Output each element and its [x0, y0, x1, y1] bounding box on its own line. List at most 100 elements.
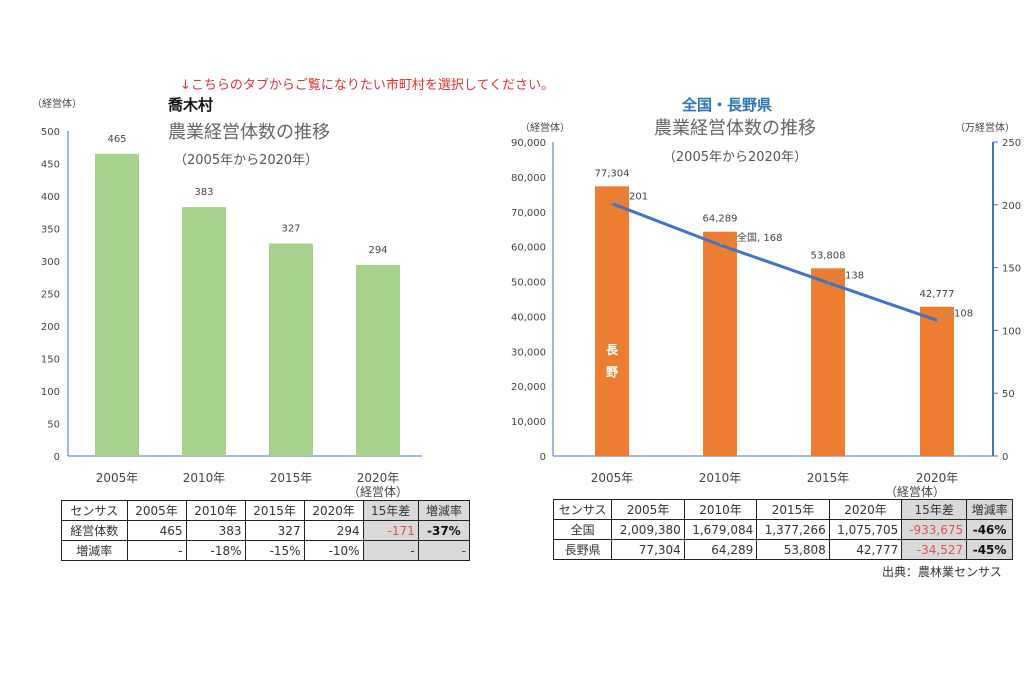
y-tick-label: 30,000: [511, 347, 546, 358]
y-tick-label: 50,000: [511, 278, 546, 289]
y-axis-label: （経営体）: [32, 97, 82, 110]
table-cell: センサス: [552, 499, 613, 520]
table-row: 増減率 - -18% -15% -10% - -: [61, 540, 471, 561]
table-cell: 2005年: [611, 499, 685, 520]
table-cell: 465: [126, 520, 187, 541]
y2-tick-label: 200: [1002, 201, 1021, 212]
table-cell: -18%: [185, 540, 246, 561]
x-tick-label: 2005年: [591, 471, 634, 485]
table-cell: -933,675: [901, 519, 968, 540]
chart-heading: 喬木村: [167, 96, 213, 114]
table-right: センサス 2005年 2010年 2015年 2020年 15年差 増減率 全国 2,009,3…: [552, 499, 1013, 560]
table-cell: 1,075,705: [828, 519, 903, 540]
y-tick-label: 40,000: [511, 312, 546, 323]
table-cell: -: [417, 540, 471, 561]
y2-tick-label: 100: [1002, 326, 1021, 337]
table-cell: -: [126, 540, 187, 561]
leader-line: [936, 311, 952, 321]
y-tick-label: 70,000: [511, 208, 546, 219]
data-label: 383: [194, 187, 213, 198]
y-tick-label: 80,000: [511, 173, 546, 184]
table-cell: -: [362, 540, 419, 561]
data-label: 294: [368, 245, 387, 256]
x-unit-label: （経営体）: [348, 485, 408, 499]
table-cell: 15年差: [362, 500, 419, 521]
line-data-label: 108: [954, 308, 973, 319]
table-row: 経営体数 465 383 327 294 -171 -37%: [61, 520, 471, 541]
leader-line: [719, 236, 735, 246]
bar: [95, 153, 139, 456]
chart-heading: 全国・長野県: [681, 96, 772, 114]
table-cell: -34,527: [901, 539, 968, 560]
line-data-label: 201: [629, 192, 648, 203]
table-cell: 294: [303, 520, 364, 541]
table-cell: 2020年: [303, 500, 364, 521]
data-label: 64,289: [703, 214, 738, 225]
y2-tick-label: 150: [1002, 264, 1021, 275]
table-cell: 2015年: [244, 500, 305, 521]
data-label: 42,777: [920, 289, 955, 300]
table-cell: -10%: [303, 540, 364, 561]
y-tick-label: 90,000: [511, 138, 546, 149]
table-cell: 77,304: [611, 539, 685, 560]
table-cell: センサス: [61, 500, 128, 521]
x-tick-label: 2005年: [96, 471, 139, 485]
table-cell: -15%: [244, 540, 305, 561]
y-tick-label: 50: [47, 420, 60, 431]
y-tick-label: 20,000: [511, 382, 546, 393]
table-cell: 増減率: [966, 499, 1013, 520]
x-unit-label: （経営体）: [885, 485, 945, 499]
table-cell: 2015年: [756, 499, 830, 520]
table-cell: 2005年: [126, 500, 187, 521]
bar: [595, 186, 629, 457]
table-cell: 383: [185, 520, 246, 541]
line-series-zenkoku: [611, 202, 938, 322]
table-cell: 全国: [552, 519, 613, 540]
x-tick-label: 2015年: [270, 471, 313, 485]
y-tick-label: 100: [41, 387, 60, 398]
line-data-label: 全国, 168: [737, 231, 782, 244]
table-header: センサス 2005年 2010年 2015年 2020年 15年差 増減率: [61, 500, 471, 521]
y-tick-label: 150: [41, 355, 60, 366]
table-left: センサス 2005年 2010年 2015年 2020年 15年差 増減率 経営体数 465 38…: [61, 500, 471, 561]
x-tick-label: 2010年: [699, 471, 742, 485]
y-tick-label: 200: [41, 322, 60, 333]
y2-axis-label: （万経営体）: [955, 121, 1015, 134]
bar: [182, 207, 226, 456]
table-cell: 増減率: [61, 540, 128, 561]
table-row: 長野県 77,304 64,289 53,808 42,777 -34,527 -45%: [552, 539, 1013, 560]
table-cell: -171: [362, 520, 419, 541]
y-tick-label: 350: [41, 225, 60, 236]
table-cell: 327: [244, 520, 305, 541]
x-tick-label: 2010年: [183, 471, 226, 485]
bar: [811, 268, 845, 456]
y-tick-label: 450: [41, 160, 60, 171]
y-tick-label: 400: [41, 192, 60, 203]
y-axis-label: （経営体）: [520, 121, 570, 134]
table-header: センサス 2005年 2010年 2015年 2020年 15年差 増減率: [552, 499, 1013, 520]
table-cell: 2010年: [185, 500, 246, 521]
bar: [356, 264, 400, 456]
table-cell: 2,009,380: [611, 519, 685, 540]
table-cell: 長野県: [552, 539, 613, 560]
table-cell: 53,808: [756, 539, 830, 560]
table-cell: -46%: [966, 519, 1013, 540]
table-cell: -37%: [417, 520, 471, 541]
y2-tick-label: 250: [1002, 138, 1021, 149]
source-text: 出典：農林業センサス: [882, 565, 1002, 579]
leader-line: [827, 274, 843, 284]
y-tick-label: 0: [540, 452, 546, 463]
table-cell: 2020年: [828, 499, 903, 520]
chart-subtitle: （2005年から2020年）: [663, 150, 807, 165]
bar: [703, 231, 737, 456]
y-tick-label: 60,000: [511, 243, 546, 254]
y-tick-label: 0: [54, 452, 60, 463]
y-tick-label: 500: [41, 127, 60, 138]
table-row: 全国 2,009,380 1,679,084 1,377,266 1,075,705 -9…: [552, 519, 1013, 540]
notice-text: ↓こちらのタブからご覧になりたい市町村を選択してください。: [180, 78, 555, 93]
chart-subtitle: （2005年から2020年）: [174, 153, 318, 168]
chart-title: 農業経営体数の推移: [168, 122, 330, 143]
data-label: 77,304: [595, 168, 630, 179]
